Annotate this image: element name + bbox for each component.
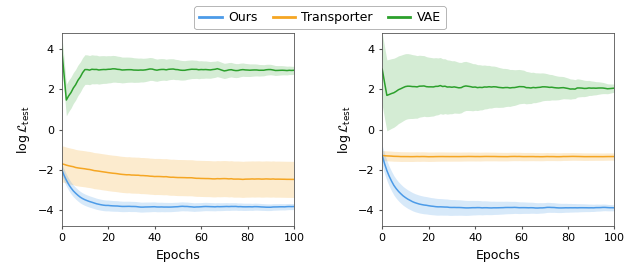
X-axis label: Epochs: Epochs <box>476 249 521 262</box>
Legend: Ours, Transporter, VAE: Ours, Transporter, VAE <box>195 6 445 29</box>
Y-axis label: $\log \mathcal{L}_\mathrm{test}$: $\log \mathcal{L}_\mathrm{test}$ <box>335 105 353 154</box>
Y-axis label: $\log \mathcal{L}_\mathrm{test}$: $\log \mathcal{L}_\mathrm{test}$ <box>15 105 32 154</box>
X-axis label: Epochs: Epochs <box>156 249 200 262</box>
